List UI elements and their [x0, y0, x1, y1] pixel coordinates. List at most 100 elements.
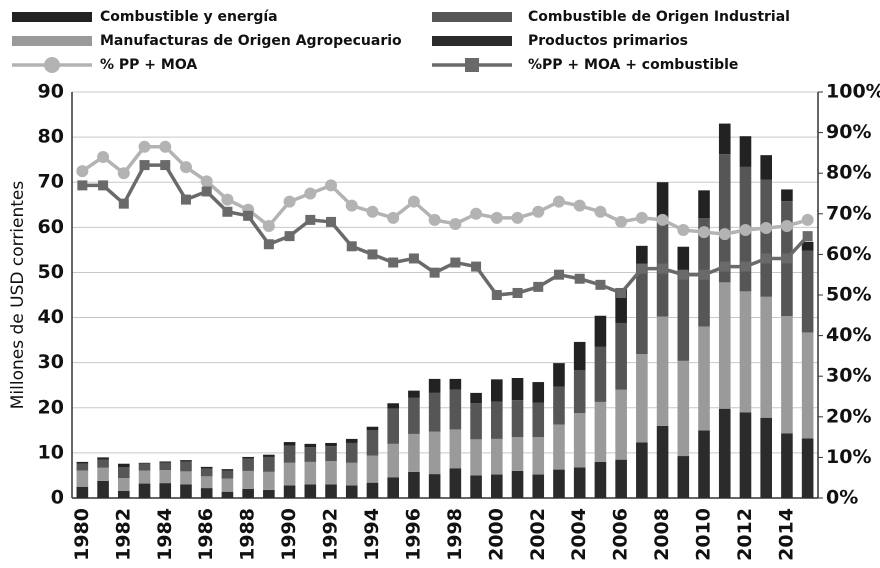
- bar-segment: [677, 270, 690, 361]
- legend-swatch: [432, 36, 512, 46]
- bar-segment: [491, 379, 503, 402]
- marker: [552, 195, 565, 208]
- marker: [262, 219, 275, 232]
- bar-segment: [366, 482, 379, 498]
- bar-segment: [200, 466, 213, 469]
- y2-tick-label: 10%: [826, 446, 871, 468]
- bar-segment: [242, 470, 254, 489]
- bar-segment: [76, 461, 89, 464]
- bar-segment: [656, 182, 669, 219]
- marker: [511, 211, 524, 224]
- bar-segment: [283, 445, 296, 463]
- bar-segment: [573, 341, 586, 371]
- bar-segment: [532, 382, 545, 403]
- bar-segment: [449, 389, 462, 430]
- bar-segment: [221, 491, 234, 498]
- bar-segment: [138, 463, 151, 471]
- y-tick-label: 20: [38, 396, 64, 418]
- bar-segment: [470, 403, 482, 440]
- marker: [699, 269, 710, 280]
- marker: [449, 217, 462, 230]
- bar-segment: [263, 471, 275, 490]
- bar-segment: [801, 332, 814, 439]
- marker: [284, 231, 295, 242]
- bar-segment: [428, 378, 441, 393]
- bar-segment: [387, 403, 399, 409]
- y-axis-label: Millones de USD corrientes: [8, 181, 28, 410]
- marker: [138, 140, 151, 153]
- marker: [802, 231, 813, 242]
- bar-segment: [221, 478, 234, 492]
- x-tick-label: 1982: [112, 508, 134, 561]
- y2-tick-label: 60%: [826, 243, 871, 265]
- bar-segment: [408, 390, 420, 398]
- bar-segment: [781, 316, 793, 434]
- bar-segment: [511, 400, 524, 438]
- marker: [325, 179, 338, 192]
- marker: [656, 213, 669, 226]
- bar-segment: [118, 490, 130, 498]
- marker: [77, 180, 88, 191]
- bar-segment: [283, 442, 296, 446]
- bar-segment: [573, 413, 586, 468]
- marker: [118, 198, 129, 209]
- marker: [98, 180, 109, 191]
- legend-swatch: [432, 12, 512, 22]
- marker: [366, 205, 379, 218]
- y-tick-label: 10: [38, 441, 64, 463]
- marker: [160, 160, 171, 171]
- bar-segment: [159, 461, 172, 463]
- bar-segment: [677, 456, 690, 498]
- x-tick-label: 2004: [568, 508, 590, 561]
- bar-segment: [801, 250, 814, 333]
- bar-segment: [118, 478, 130, 491]
- marker: [657, 263, 668, 274]
- bar-segment: [97, 459, 109, 468]
- bar-segment: [387, 477, 399, 498]
- marker: [179, 161, 192, 174]
- bar-segment: [304, 447, 317, 462]
- y2-tick-label: 50%: [826, 284, 871, 306]
- bar-segment: [97, 480, 109, 498]
- bar-segment: [677, 360, 690, 457]
- x-tick-label: 1992: [320, 508, 342, 561]
- bar-segment: [408, 397, 420, 434]
- marker: [781, 253, 792, 264]
- bar-segment: [739, 291, 752, 413]
- bar-segment: [718, 408, 731, 498]
- marker: [780, 219, 793, 232]
- bar-segment: [636, 442, 648, 498]
- bar-segment: [491, 438, 503, 475]
- legend-label: Combustible y energía: [100, 9, 278, 25]
- bar-segment: [283, 485, 296, 498]
- legend-label: Combustible de Origen Industrial: [528, 9, 790, 25]
- bar-segment: [594, 315, 607, 347]
- bar-segment: [656, 316, 669, 426]
- bar-segment: [573, 467, 586, 498]
- y-tick-label: 50: [38, 261, 64, 283]
- marker: [718, 228, 731, 241]
- bar-segment: [781, 433, 793, 498]
- x-tick-label: 2012: [734, 508, 756, 561]
- bar-segment: [636, 263, 648, 355]
- x-tick-label: 1988: [237, 508, 259, 561]
- bar-segment: [760, 417, 772, 498]
- bar-segment: [408, 471, 420, 498]
- legend-label: % PP + MOA: [100, 57, 197, 73]
- marker: [200, 175, 213, 188]
- bar-segment: [491, 401, 503, 439]
- x-tick-label: 1994: [361, 508, 383, 561]
- x-tick-label: 2002: [527, 508, 549, 561]
- bar-segment: [801, 438, 814, 498]
- marker: [346, 241, 357, 252]
- bar-segment: [636, 354, 648, 443]
- y-tick-label: 90: [38, 81, 64, 103]
- bar-segment: [159, 483, 172, 498]
- bar-segment: [200, 488, 213, 498]
- x-tick-label: 1998: [444, 508, 466, 561]
- bar-segment: [366, 426, 379, 431]
- marker: [243, 210, 254, 221]
- bar-segment: [718, 154, 731, 283]
- marker: [512, 287, 523, 298]
- marker: [678, 269, 689, 280]
